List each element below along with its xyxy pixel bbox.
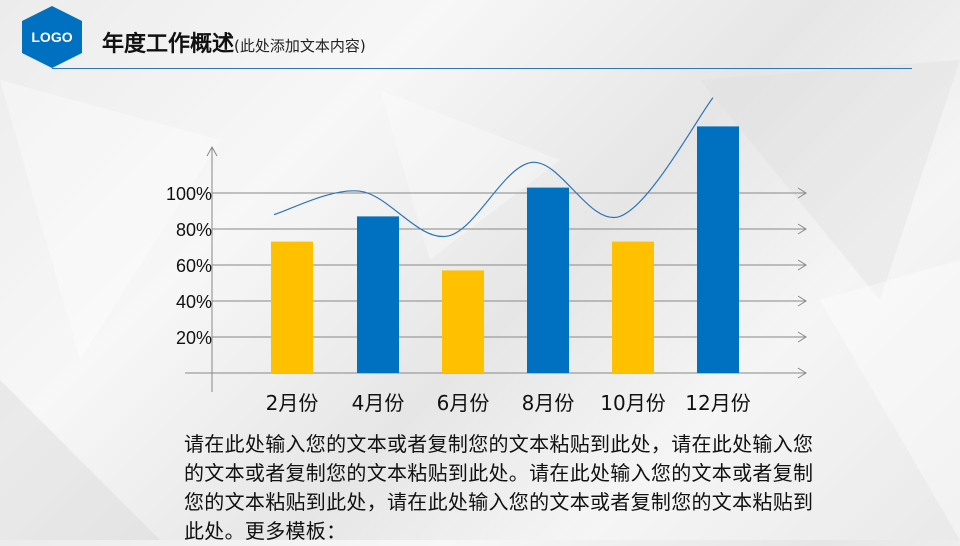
body-text: 请在此处输入您的文本或者复制您的文本粘贴到此处，请在此处输入您的文本或者复制您的… bbox=[184, 432, 814, 543]
subtitle-text: (此处添加文本内容) bbox=[234, 37, 366, 55]
gridline-arrow-icon bbox=[797, 331, 807, 343]
bar-12月份 bbox=[697, 126, 739, 374]
y-tick-label: 20% bbox=[176, 328, 212, 348]
y-tick-label: 60% bbox=[176, 256, 212, 276]
logo: LOGO bbox=[22, 6, 82, 68]
bar-8月份 bbox=[527, 187, 569, 373]
x-tick-label: 8月份 bbox=[522, 391, 575, 415]
bar-2月份 bbox=[271, 241, 313, 373]
bar-chart: 20% 40% 60% 80% 100% 2月份 4月份 6月份 8月份 10月份 12月份 bbox=[166, 97, 807, 415]
page-title: 年度工作概述(此处添加文本内容) bbox=[102, 26, 366, 58]
title-text: 年度工作概述 bbox=[102, 32, 235, 57]
y-axis-arrow-icon bbox=[206, 145, 218, 157]
trend-line bbox=[273, 97, 714, 237]
bar-4月份 bbox=[357, 216, 399, 373]
x-tick-label: 6月份 bbox=[437, 391, 490, 415]
header-divider bbox=[52, 68, 912, 69]
gridline-arrow-icon bbox=[797, 187, 807, 199]
bar-6月份 bbox=[442, 270, 484, 373]
x-tick-label: 10月份 bbox=[600, 391, 665, 415]
y-tick-label: 100% bbox=[166, 184, 212, 204]
y-tick-label: 40% bbox=[176, 292, 212, 312]
bar-10月份 bbox=[612, 241, 654, 373]
gridline-arrow-icon bbox=[797, 259, 807, 271]
logo-text: LOGO bbox=[31, 29, 73, 45]
x-tick-label: 2月份 bbox=[266, 391, 319, 415]
x-tick-label: 12月份 bbox=[685, 391, 750, 415]
y-tick-label: 80% bbox=[176, 220, 212, 240]
x-tick-label: 4月份 bbox=[352, 391, 405, 415]
gridline-arrow-icon bbox=[797, 367, 807, 379]
gridline-arrow-icon bbox=[797, 295, 807, 307]
logo-hexagon-icon bbox=[22, 6, 82, 68]
gridline-arrow-icon bbox=[797, 223, 807, 235]
